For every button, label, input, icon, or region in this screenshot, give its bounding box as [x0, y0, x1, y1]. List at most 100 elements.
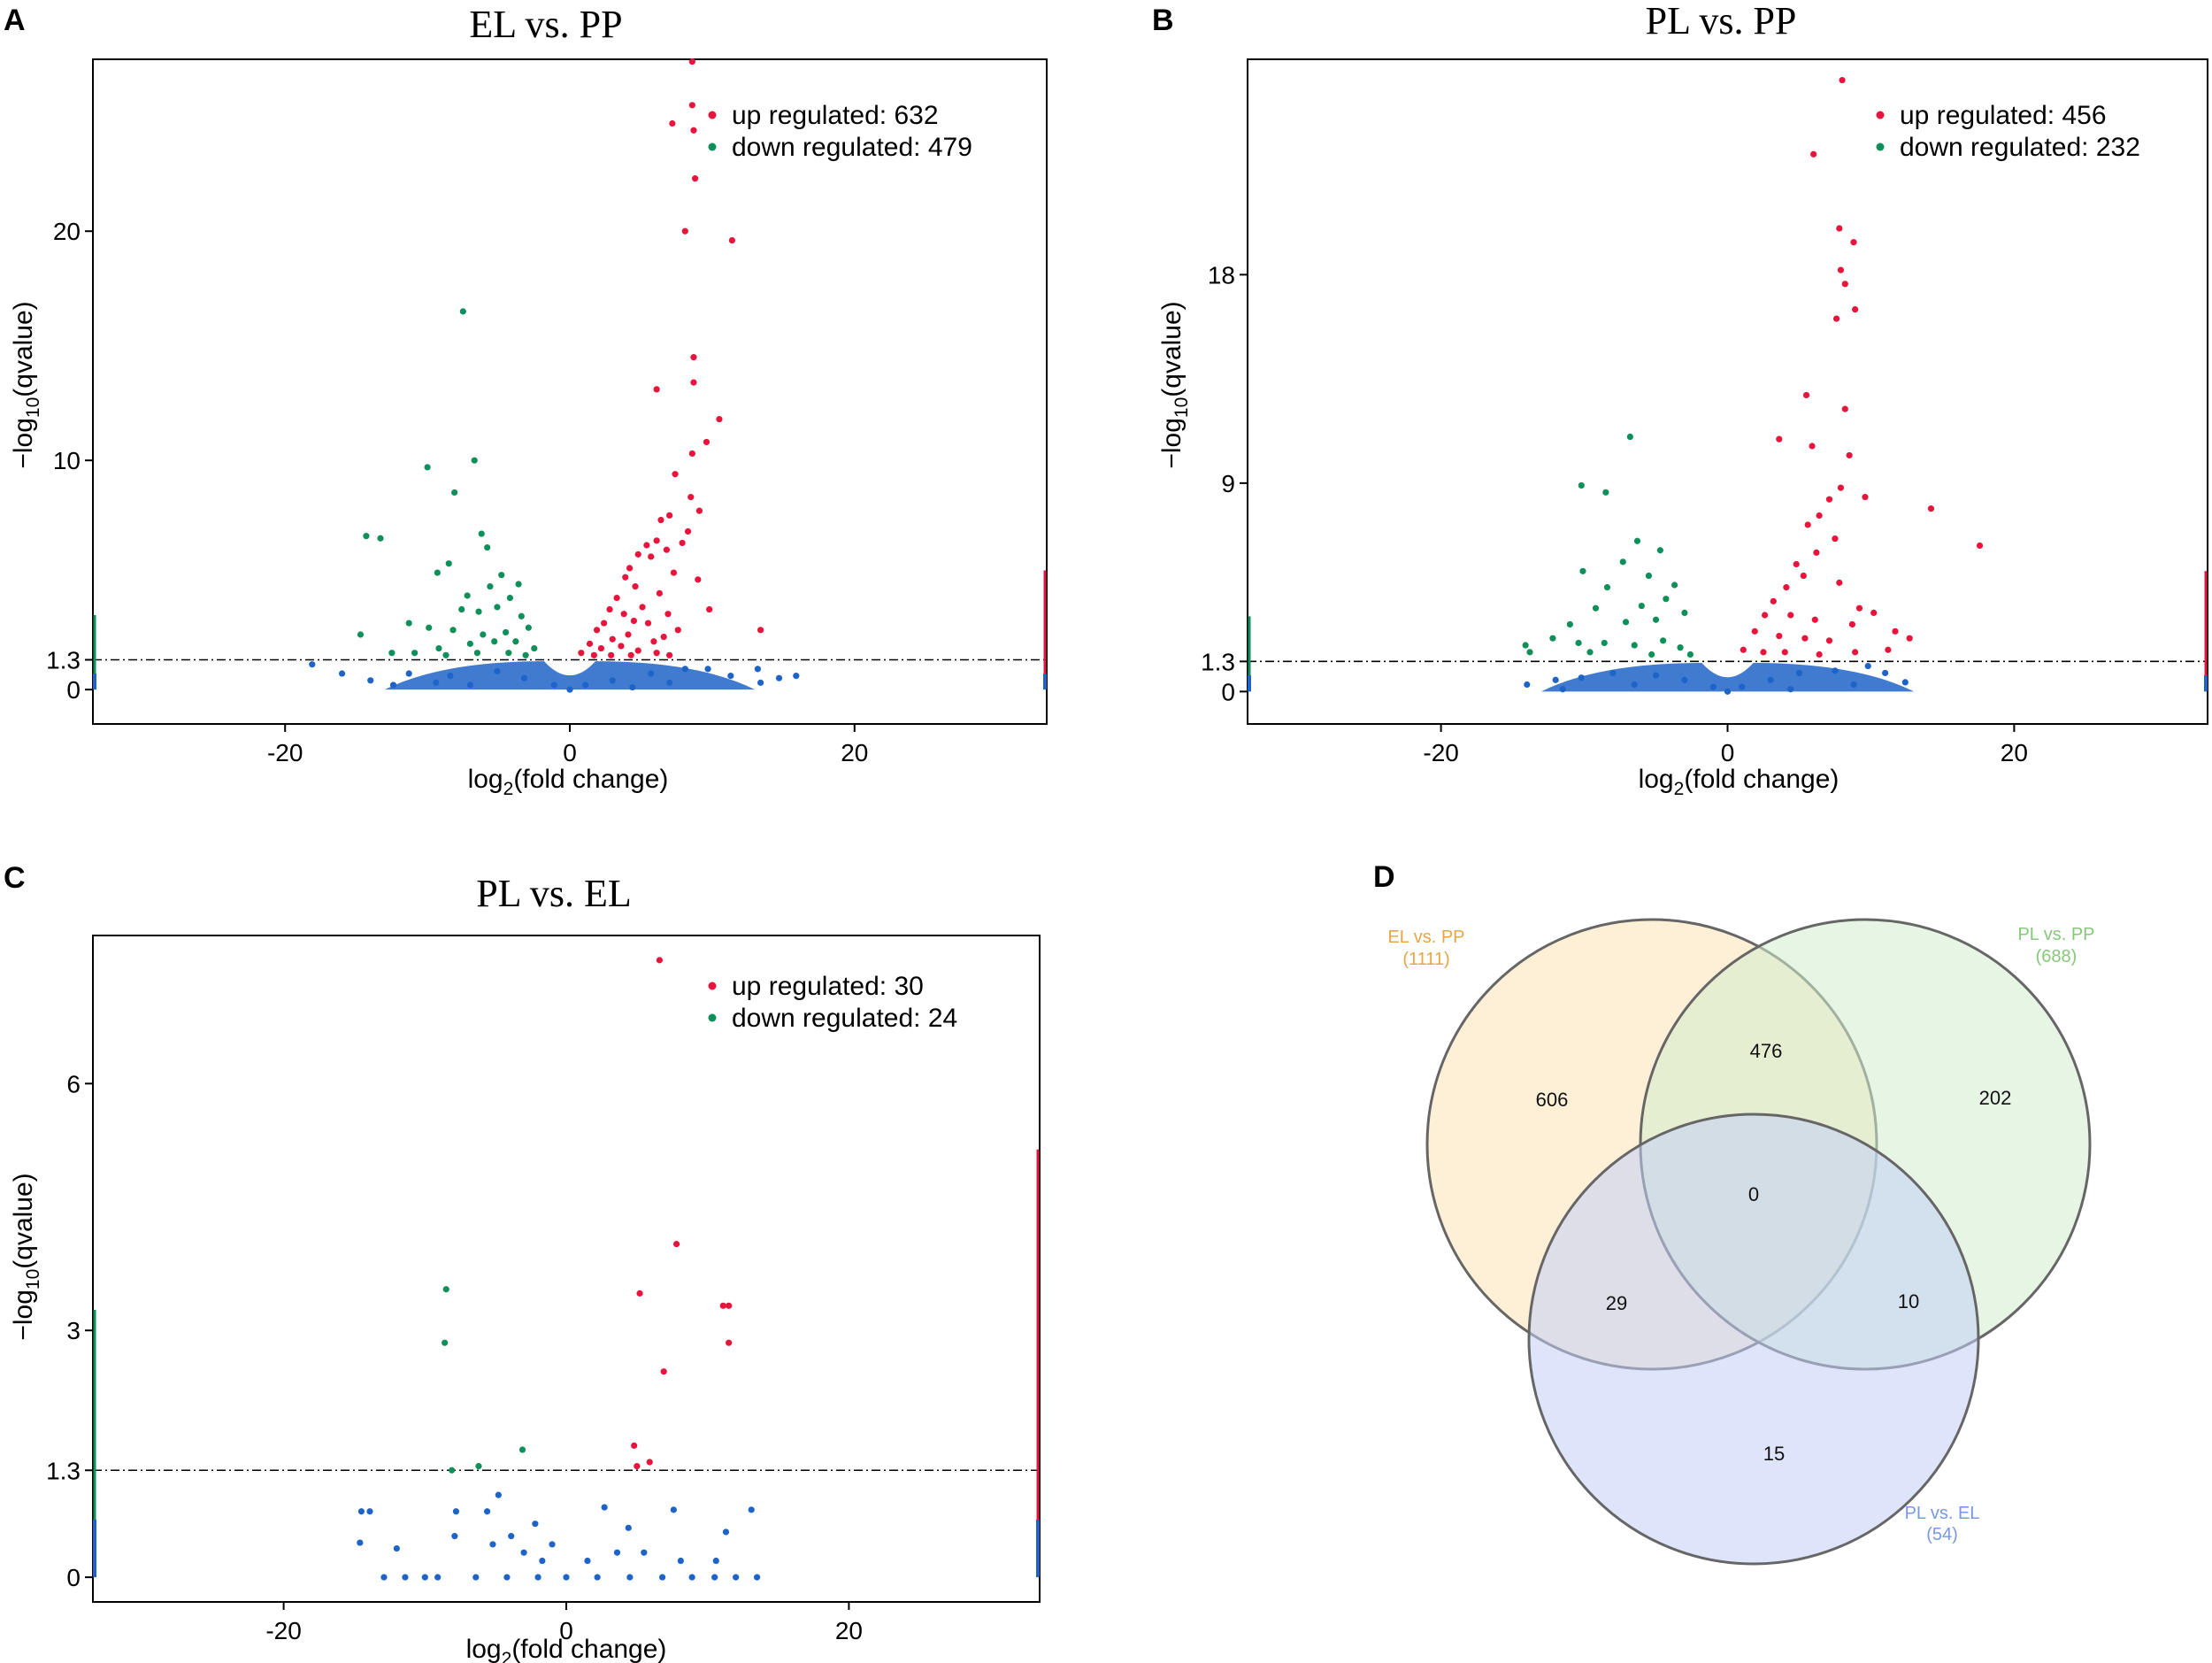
ns-point	[1709, 683, 1717, 690]
up-regulated-point	[597, 644, 604, 652]
x-tick-label: -20	[267, 739, 303, 766]
up-regulated-point	[670, 569, 678, 576]
y-tick-label: 20	[53, 218, 81, 245]
up-regulated-point	[613, 594, 620, 602]
up-regulated-point	[1804, 521, 1811, 528]
ns-point	[1652, 672, 1660, 679]
venn-panel-d: D EL vs. PP (1111) PL vs. PP (688) PL vs…	[1373, 860, 2095, 1566]
down-regulated-point	[458, 605, 465, 613]
ns-point	[681, 666, 688, 673]
up-regulated-point	[691, 175, 699, 182]
up-regulated-point	[606, 605, 613, 613]
up-regulated-point	[586, 640, 594, 647]
panel-c-x-axis-label: log2(fold change)	[466, 1635, 667, 1663]
ns-point	[1578, 674, 1585, 681]
legend-down-label: down regulated: 479	[732, 133, 972, 162]
up-regulated-point	[1862, 493, 1869, 501]
ns-point	[757, 679, 764, 686]
ns-point	[433, 679, 440, 686]
up-regulated-point	[663, 546, 671, 553]
up-regulated-point	[632, 583, 639, 590]
up-regulated-point	[695, 576, 702, 583]
ns-point	[601, 1504, 608, 1511]
venn-region-el-pl-el: 29	[1606, 1292, 1627, 1314]
down-regulated-point	[388, 650, 396, 657]
up-regulated-point	[1976, 542, 1984, 550]
plot-frame	[92, 935, 1041, 1603]
up-regulated-point	[1811, 616, 1818, 623]
up-regulated-point	[656, 589, 663, 597]
up-regulated-point	[1801, 635, 1809, 642]
ns-point	[712, 1557, 719, 1565]
legend-up-label: up regulated: 30	[732, 972, 924, 1001]
panel-letter-b: B	[1152, 4, 1174, 37]
up-regulated-point	[1802, 391, 1810, 399]
down-regulated-point	[1619, 558, 1626, 566]
ns-point	[754, 666, 761, 673]
legend-down-label: down regulated: 232	[1900, 133, 2140, 162]
ns-point	[775, 674, 783, 681]
up-regulated-point	[657, 516, 664, 524]
ns-point	[1767, 676, 1774, 683]
up-regulated-point	[695, 507, 703, 514]
ns-point	[472, 1574, 480, 1581]
panel-a-title: EL vs. PP	[469, 3, 622, 46]
down-regulated-point	[491, 638, 498, 645]
panel-a-x-axis-label: log2(fold change)	[468, 765, 669, 799]
down-regulated-point	[377, 535, 384, 542]
ns-point	[733, 1574, 740, 1581]
down-regulated-point	[1575, 639, 1582, 647]
venn-label-pl-vs-pp: PL vs. PP	[2017, 925, 2094, 944]
up-regulated-point	[1776, 632, 1783, 640]
up-regulated-point	[1816, 512, 1823, 520]
down-regulated-point	[363, 533, 370, 540]
ns-point	[727, 673, 734, 680]
up-regulated-point	[1839, 76, 1846, 84]
legend-down-label: down regulated: 24	[732, 1004, 957, 1033]
up-regulated-point	[666, 651, 673, 658]
ns-point	[658, 1574, 666, 1581]
ns-point	[549, 1541, 556, 1548]
down-regulated-point	[1631, 642, 1638, 649]
up-regulated-point	[1841, 405, 1848, 412]
up-regulated-point	[1870, 609, 1878, 616]
down-regulated-point	[522, 651, 529, 658]
ns-point	[722, 1528, 730, 1536]
up-regulated-point	[643, 542, 650, 549]
ns-point	[532, 1521, 539, 1528]
up-regulated-point	[716, 415, 723, 423]
y-tick-label: 0	[66, 1564, 81, 1591]
legend-down-marker	[1876, 142, 1885, 151]
ns-point	[503, 1574, 511, 1581]
x-tick-label: 0	[1721, 739, 1735, 766]
up-regulated-point	[650, 638, 657, 645]
down-regulated-point	[1622, 619, 1630, 626]
up-regulated-point	[1848, 620, 1855, 628]
venn-circle-pl-vs-el	[1527, 1113, 1980, 1566]
down-regulated-point	[1638, 602, 1645, 610]
ns-point	[1882, 669, 1889, 677]
ns-point	[1552, 676, 1559, 683]
up-regulated-point	[687, 494, 695, 501]
down-regulated-point	[518, 612, 525, 620]
up-regulated-point	[634, 647, 641, 654]
up-regulated-point	[653, 650, 660, 657]
non-significant-band	[384, 661, 756, 690]
ns-point	[402, 1574, 409, 1581]
down-regulated-point	[480, 631, 487, 638]
x-tick-label: 0	[563, 739, 577, 766]
down-regulated-point	[1648, 651, 1655, 658]
panel-b-title: PL vs. PP	[1646, 0, 1797, 42]
legend-up-label: up regulated: 632	[732, 101, 939, 130]
up-regulated-point	[634, 1463, 641, 1470]
down-regulated-point	[1686, 651, 1694, 658]
down-regulated-point	[1601, 639, 1608, 647]
ns-point	[609, 677, 616, 684]
up-regulated-point	[1850, 239, 1857, 246]
legend-down-marker	[708, 1013, 717, 1022]
down-regulated-point	[445, 560, 452, 567]
up-regulated-point	[618, 643, 625, 650]
down-regulated-point	[1578, 481, 1585, 489]
panel-letter-c: C	[4, 861, 26, 895]
